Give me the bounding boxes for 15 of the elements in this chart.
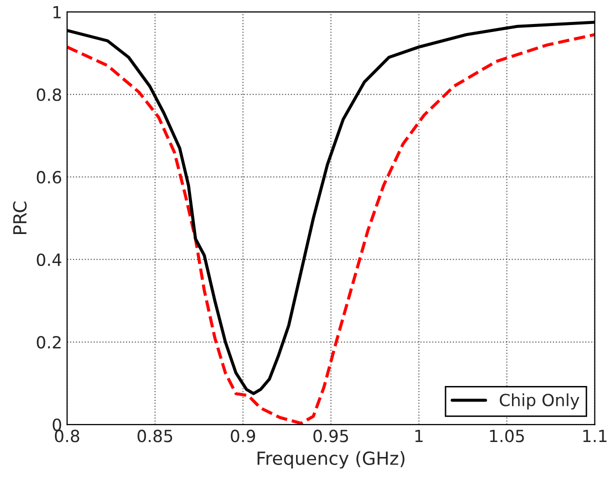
y-tick-label: 0.4 [36,253,62,266]
x-tick-label: 1.1 [583,430,606,442]
legend-label: Chip Only [500,393,580,410]
x-tick-label: 0.9 [230,430,256,442]
y-tick-label: 1 [53,6,61,18]
x-tick-label: 0.95 [313,430,348,442]
y-tick-label: 0 [52,418,62,432]
x-tick-label: 1.05 [490,430,524,442]
y-tick-label: 0.8 [36,88,62,102]
y-tick-label: 0.2 [36,336,61,349]
y-axis-title: PRC [13,202,27,234]
x-tick-label: 1 [415,430,423,442]
y-tick-label: 0.6 [36,170,62,184]
x-axis-title: Frequency (GHz) [258,451,404,469]
x-tick-label: 0.85 [138,430,172,442]
